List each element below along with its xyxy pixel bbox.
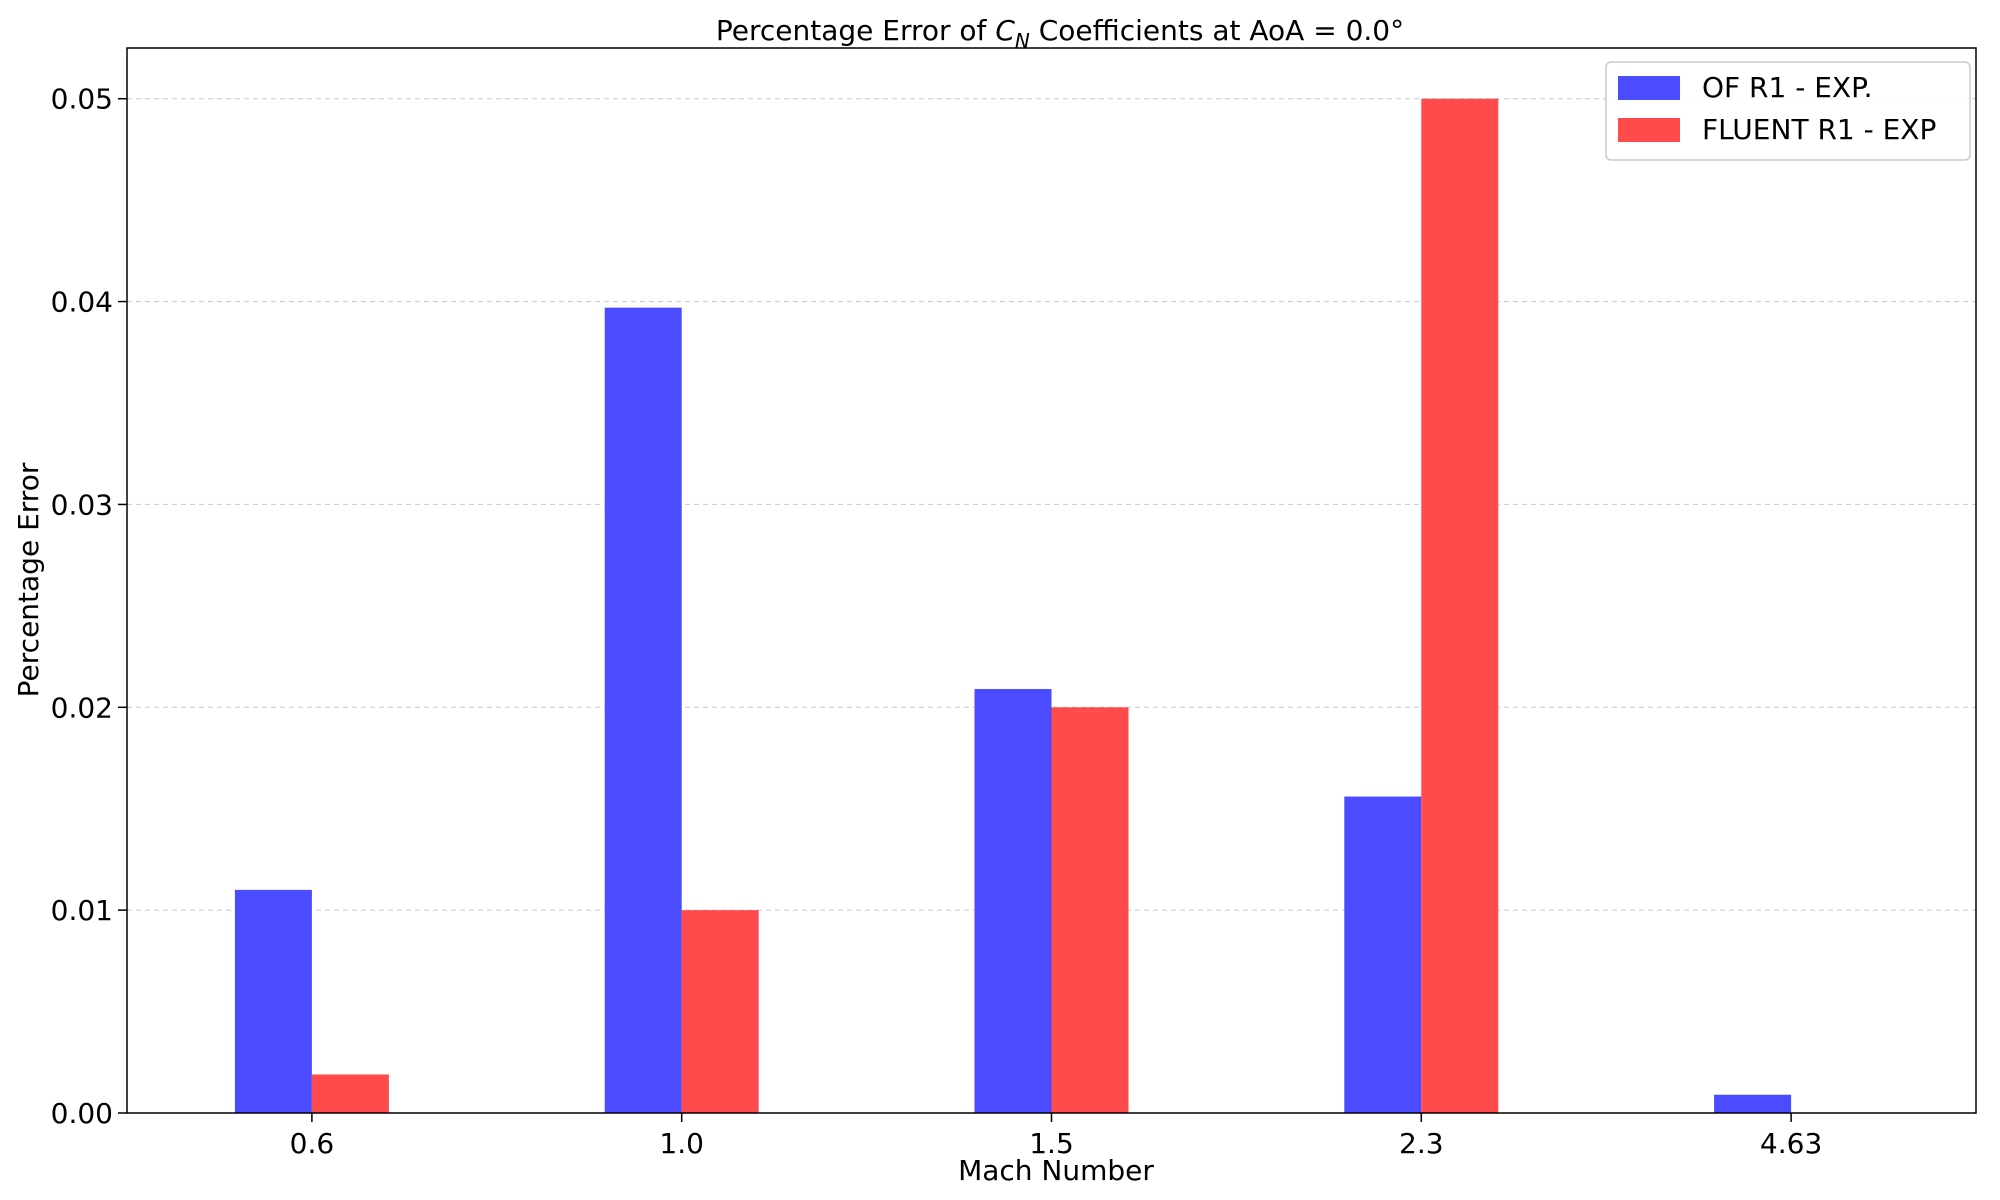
bar-1-0 <box>311 1074 389 1113</box>
chart-title-suffix: Coefficients at AoA = 0.0° <box>1030 14 1404 47</box>
bar-1-3 <box>1421 98 1499 1113</box>
legend-label-0: OF R1 - EXP. <box>1702 71 1873 104</box>
y-tick-label-0: 0.00 <box>51 1097 113 1130</box>
chart-title: Percentage Error of CN Coefficients at A… <box>716 14 1404 53</box>
bar-0-0 <box>234 889 312 1113</box>
y-axis-label: Percentage Error <box>12 462 45 697</box>
bar-1-2 <box>1051 707 1129 1113</box>
x-tick-label-4: 4.63 <box>1760 1127 1822 1160</box>
chart-title-subscript: N <box>1015 29 1030 53</box>
y-tick-label-5: 0.05 <box>51 83 113 116</box>
x-axis-ticks: 0.6 1.0 1.5 2.3 4.63 <box>290 1113 1822 1160</box>
x-tick-label-0: 0.6 <box>290 1127 335 1160</box>
x-tick-label-3: 2.3 <box>1399 1127 1444 1160</box>
y-tick-label-4: 0.04 <box>51 286 113 319</box>
y-axis-ticks: 0.00 0.01 0.02 0.03 0.04 0.05 <box>51 83 127 1130</box>
bar-0-2 <box>974 689 1052 1113</box>
chart-title-symbol: C <box>995 14 1015 47</box>
bar-0-4 <box>1714 1094 1792 1113</box>
bar-1-1 <box>681 910 759 1113</box>
x-tick-label-1: 1.0 <box>659 1127 704 1160</box>
legend-swatch-1 <box>1618 118 1680 142</box>
x-tick-label-2: 1.5 <box>1029 1127 1074 1160</box>
bars <box>234 98 1792 1114</box>
y-tick-label-2: 0.02 <box>51 691 113 724</box>
y-tick-label-1: 0.01 <box>51 894 113 927</box>
legend: OF R1 - EXP. FLUENT R1 - EXP <box>1605 61 1971 161</box>
chart-title-prefix: Percentage Error of <box>716 14 995 47</box>
legend-box <box>1605 61 1971 161</box>
y-tick-label-3: 0.03 <box>51 488 113 521</box>
x-axis-label: Mach Number <box>958 1154 1154 1187</box>
bar-0-3 <box>1344 796 1422 1113</box>
legend-swatch-0 <box>1618 76 1680 100</box>
bar-0-1 <box>604 307 682 1114</box>
legend-label-1: FLUENT R1 - EXP <box>1702 113 1936 146</box>
